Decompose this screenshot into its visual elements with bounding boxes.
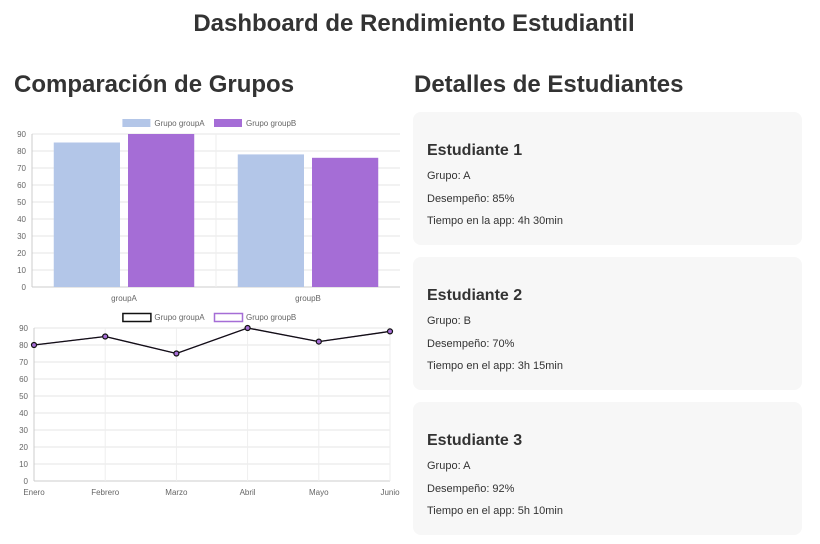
y-tick-label: 40 <box>17 215 26 224</box>
x-tick-label: Febrero <box>91 488 120 497</box>
legend-swatch <box>213 312 244 323</box>
data-point <box>386 328 394 335</box>
student-time: Tiempo en el app: 5h 10min <box>427 505 563 517</box>
x-tick-label: groupB <box>295 294 321 303</box>
student-details-title: Detalles de Estudiantes <box>414 71 684 98</box>
y-tick-label: 90 <box>17 130 26 139</box>
x-tick-label: Abril <box>240 488 256 497</box>
y-tick-label: 20 <box>17 249 26 258</box>
y-tick-label: 30 <box>17 232 26 241</box>
monthly-line-chart: Grupo groupA Grupo groupB 0 10 20 30 40 50 60 70 8… <box>19 312 400 497</box>
x-tick-label: Marzo <box>165 488 188 497</box>
x-tick-label: Junio <box>380 488 400 497</box>
data-point <box>30 341 38 349</box>
y-tick-label: 50 <box>17 198 26 207</box>
student-time: Tiempo en el app: 3h 15min <box>427 360 563 372</box>
bar <box>237 154 304 287</box>
student-card: Estudiante 1 Grupo: A Desempeño: 85% Tie… <box>413 112 802 245</box>
bar <box>128 134 195 287</box>
x-tick-label: groupA <box>111 294 137 303</box>
student-name: Estudiante 2 <box>427 287 523 304</box>
legend-label: Grupo groupB <box>246 313 296 322</box>
student-performance: Desempeño: 70% <box>427 338 515 350</box>
legend-swatch <box>122 119 151 127</box>
legend-label: Grupo groupA <box>154 313 205 322</box>
x-tick-label: Mayo <box>309 488 329 497</box>
page-title: Dashboard de Rendimiento Estudiantil <box>193 10 635 37</box>
group-bar-chart: Grupo groupA Grupo groupB 0 10 20 30 40 50 60 70 8… <box>17 119 400 303</box>
student-card: Estudiante 2 Grupo: B Desempeño: 70% Tie… <box>413 257 802 390</box>
student-time: Tiempo en la app: 4h 30min <box>427 215 563 227</box>
y-tick-label: 80 <box>19 341 28 350</box>
student-name: Estudiante 3 <box>427 432 523 449</box>
y-tick-label: 20 <box>19 443 28 452</box>
y-tick-label: 80 <box>17 147 26 156</box>
series-line <box>33 327 391 355</box>
student-group: Grupo: B <box>427 315 472 327</box>
student-group: Grupo: A <box>427 170 471 182</box>
data-point <box>173 350 180 357</box>
y-tick-label: 0 <box>24 477 29 486</box>
student-group: Grupo: A <box>427 460 471 472</box>
y-tick-label: 60 <box>17 181 26 190</box>
student-name: Estudiante 1 <box>427 142 523 159</box>
student-card: Estudiante 3 Grupo: A Desempeño: 92% Tie… <box>413 402 802 535</box>
y-tick-label: 0 <box>22 283 27 292</box>
y-tick-label: 50 <box>19 392 28 401</box>
data-point <box>315 338 322 345</box>
data-point <box>244 324 251 332</box>
bar <box>312 157 379 287</box>
y-tick-label: 70 <box>17 164 26 173</box>
y-tick-label: 90 <box>19 324 28 333</box>
x-tick-label: Enero <box>23 488 45 497</box>
bar <box>53 142 121 287</box>
student-performance: Desempeño: 92% <box>427 483 515 495</box>
legend-label: Grupo groupA <box>154 119 205 128</box>
y-tick-label: 10 <box>19 460 28 469</box>
y-tick-label: 10 <box>17 266 26 275</box>
legend-label: Grupo groupB <box>246 119 296 128</box>
data-point <box>102 333 109 340</box>
y-tick-label: 30 <box>19 426 28 435</box>
y-tick-label: 60 <box>19 375 28 384</box>
group-comparison-title: Comparación de Grupos <box>14 71 295 98</box>
legend-swatch <box>122 312 152 323</box>
y-tick-label: 40 <box>19 409 28 418</box>
legend-swatch <box>214 119 242 127</box>
student-performance: Desempeño: 85% <box>427 193 515 205</box>
y-tick-label: 70 <box>19 358 28 367</box>
